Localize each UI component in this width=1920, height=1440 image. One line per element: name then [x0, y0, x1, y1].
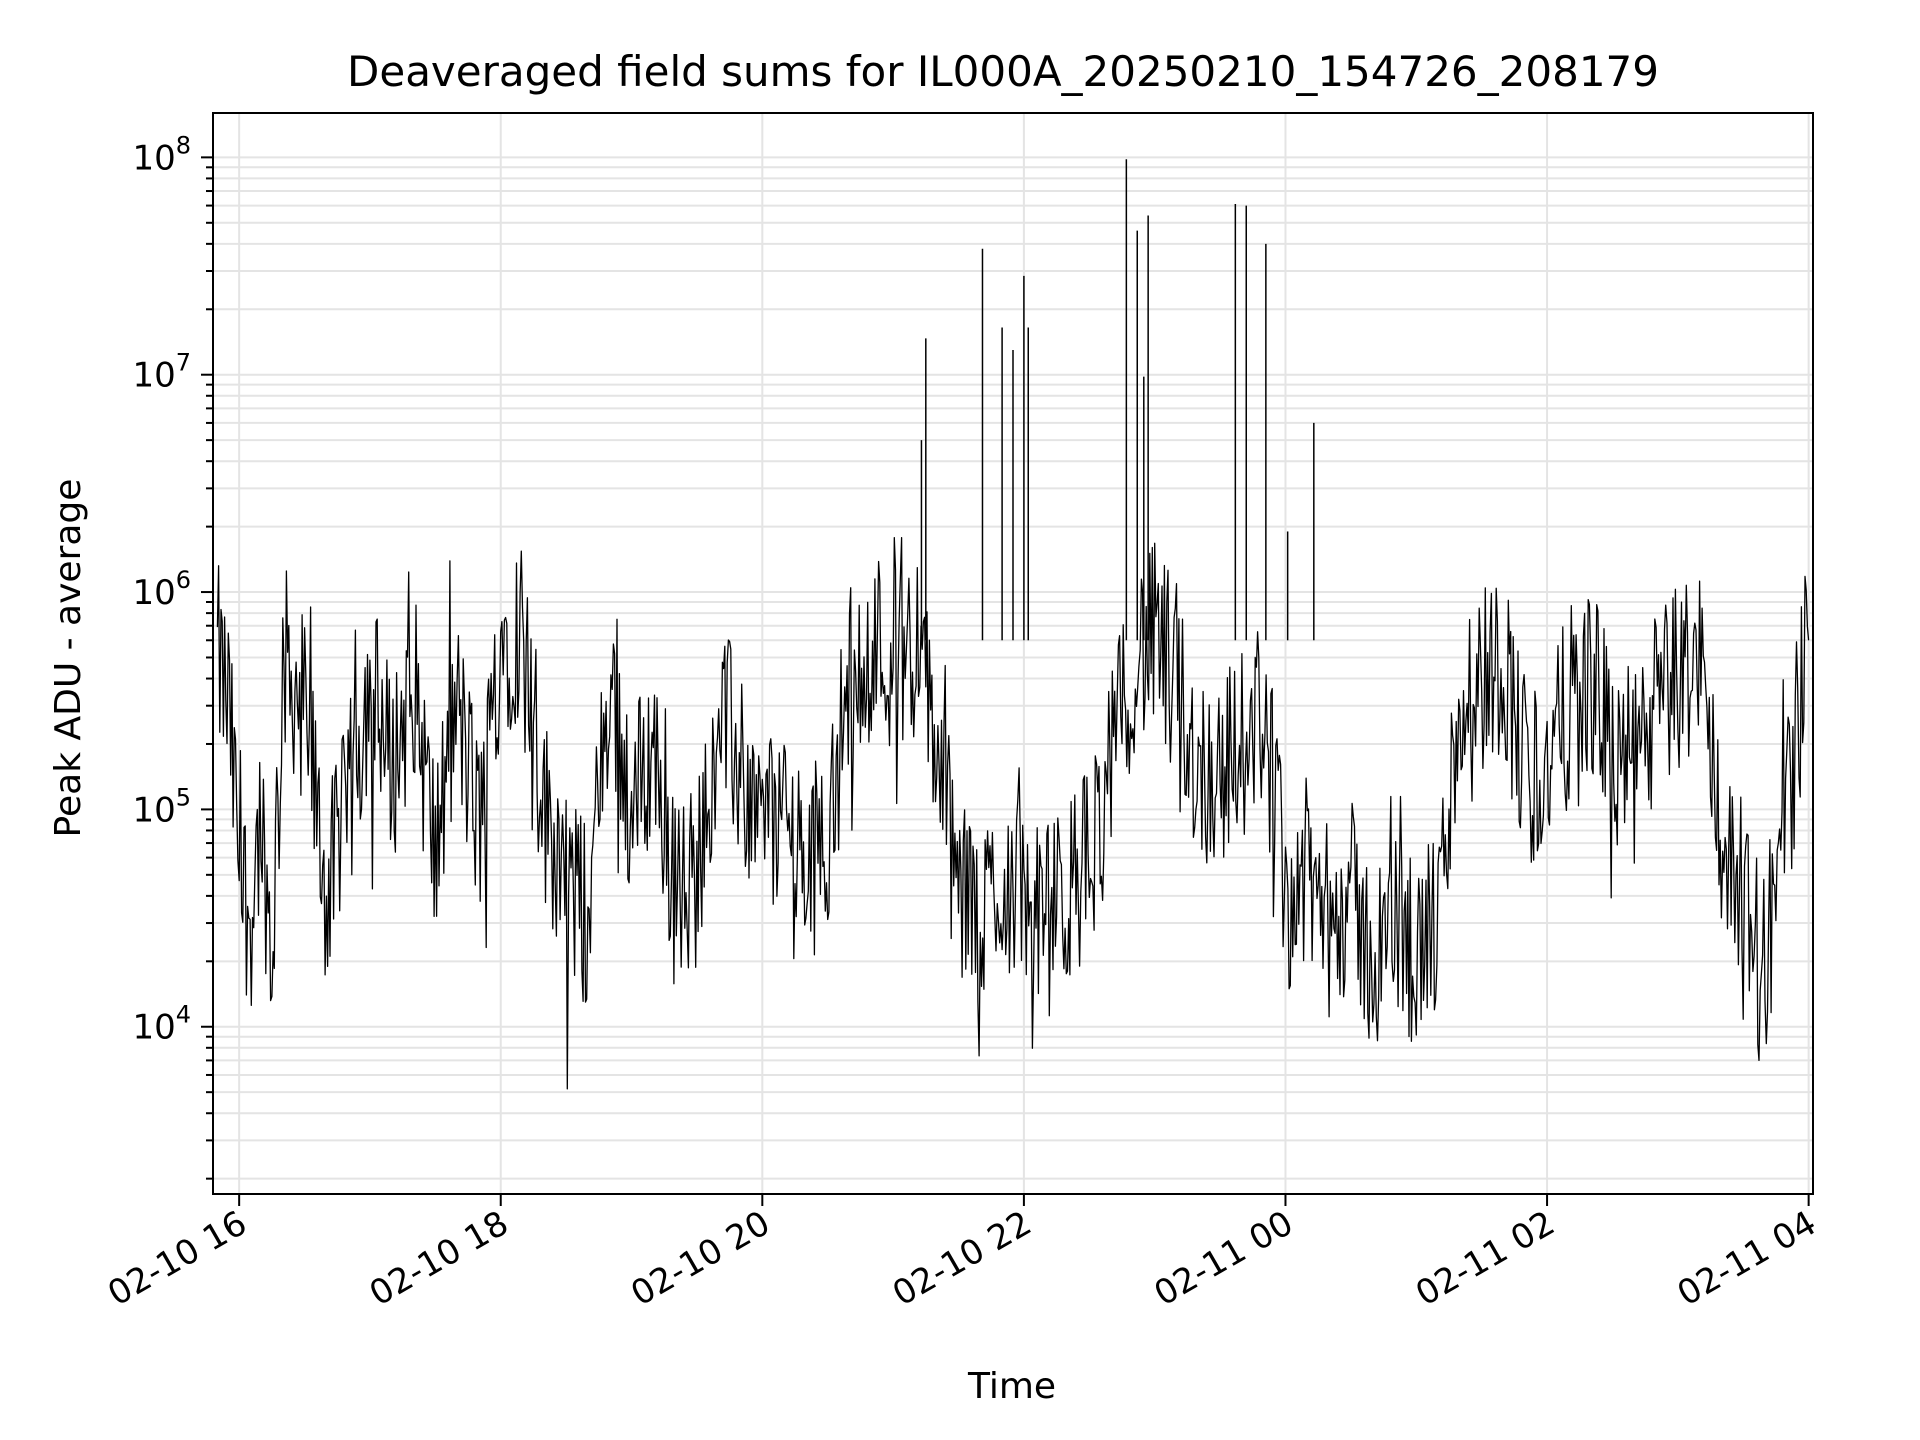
grid — [213, 113, 1813, 1194]
x-axis-label: Time — [967, 1366, 1056, 1407]
y-tick-label: 104 — [132, 1001, 191, 1048]
y-tick-label: 108 — [132, 131, 191, 178]
y-axis-label: Peak ADU - average — [48, 479, 89, 838]
y-tick-label: 105 — [132, 783, 191, 830]
plot-frame — [212, 112, 1814, 1195]
y-axis-ticks: 104 105 106 107 108 — [132, 131, 213, 1180]
data-line-group — [216, 159, 1810, 1090]
chart-title: Deaveraged field sums for IL000A_2025021… — [347, 47, 1659, 96]
y-tick-label: 107 — [132, 349, 191, 396]
series-line — [216, 537, 1810, 1090]
y-tick-label: 106 — [132, 566, 191, 613]
